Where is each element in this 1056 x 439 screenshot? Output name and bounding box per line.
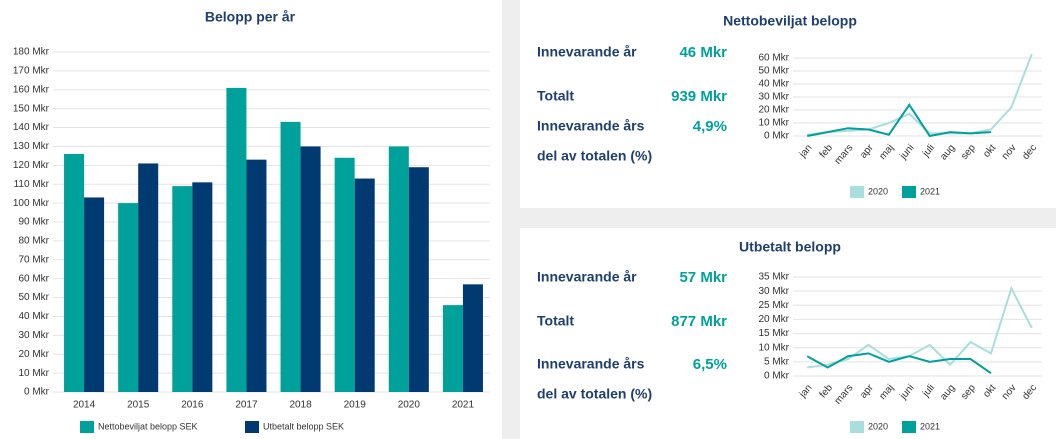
divider [520,208,1056,228]
x-tick-label: 2021 [452,400,475,411]
bar [442,305,463,392]
y-tick-label: 0 Mkr [764,371,790,382]
x-tick-label: 2015 [127,400,150,411]
legend-label: 2021 [920,421,940,431]
kpi-value: 939 Mkr [671,88,727,105]
bar [64,154,85,392]
bar [388,146,409,392]
bar [172,186,193,392]
y-tick-label: 20 Mkr [758,105,789,116]
y-tick-label: 30 Mkr [18,330,49,341]
kpi-label: Innevarande års [537,118,645,134]
y-tick-label: 170 Mkr [13,66,50,77]
bar [84,197,105,392]
legend-label: 2021 [920,186,940,196]
kpi-label: Innevarande år [537,269,637,285]
y-tick-label: 25 Mkr [758,300,789,311]
kpi-label: del av totalen (%) [537,148,652,164]
y-tick-label: 20 Mkr [758,314,789,325]
kpi-label: Totalt [537,88,574,104]
y-tick-label: 10 Mkr [758,342,789,353]
y-tick-label: 80 Mkr [18,236,49,247]
bar [118,203,139,392]
y-tick-label: 10 Mkr [758,118,789,129]
y-tick-label: 70 Mkr [18,254,49,265]
kpi-value: 57 Mkr [679,269,727,286]
legend-label: 2020 [868,186,888,196]
kpi-label: Totalt [537,313,574,329]
bar [246,159,267,392]
y-tick-label: 150 Mkr [13,103,50,114]
y-tick-label: 35 Mkr [758,272,789,283]
y-tick-label: 20 Mkr [18,349,49,360]
y-tick-label: 0 Mkr [764,131,790,142]
legend-swatch [902,186,916,198]
y-tick-label: 50 Mkr [18,292,49,303]
kpi-label: Innevarande år [537,44,637,60]
bar [280,121,301,392]
x-tick-label: 2018 [289,400,312,411]
chart-title: Nettobeviljat belopp [723,13,857,29]
x-tick-label: 2020 [398,400,421,411]
x-tick-label: 2019 [344,400,367,411]
legend-swatch [902,421,916,433]
y-tick-label: 130 Mkr [13,141,50,152]
y-tick-label: 30 Mkr [758,92,789,103]
bar [354,178,375,392]
x-tick-label: 2017 [235,400,258,411]
y-tick-label: 140 Mkr [13,122,50,133]
kpi-value: 4,9% [693,118,727,135]
legend-swatch [80,421,94,433]
y-tick-label: 120 Mkr [13,160,50,171]
line [807,285,1033,369]
y-tick-label: 15 Mkr [758,328,789,339]
y-tick-label: 10 Mkr [18,368,49,379]
x-tick-label: 2014 [73,400,96,411]
y-tick-label: 110 Mkr [14,179,50,190]
bar [334,157,355,392]
bar [300,146,321,392]
y-tick-label: 0 Mkr [24,387,50,398]
line [807,53,1033,136]
kpi-value: 46 Mkr [679,44,727,61]
bar [408,167,429,392]
y-tick-label: 160 Mkr [13,84,50,95]
y-tick-label: 5 Mkr [764,356,790,367]
legend-swatch [850,421,864,433]
legend-swatch [850,186,864,198]
chart-title: Utbetalt belopp [739,239,841,255]
y-tick-label: 40 Mkr [758,79,789,90]
y-tick-label: 100 Mkr [13,198,50,209]
kpi-value: 877 Mkr [671,313,727,330]
legend-label: Nettobeviljat belopp SEK [98,421,198,431]
y-tick-label: 40 Mkr [18,311,49,322]
bar [192,182,213,392]
y-tick-label: 60 Mkr [758,53,789,64]
line [806,352,992,374]
kpi-value: 6,5% [693,356,727,373]
line [807,103,992,138]
legend-label: Utbetalt belopp SEK [263,421,344,431]
y-tick-label: 180 Mkr [13,47,50,58]
legend-swatch [245,421,259,433]
y-tick-label: 50 Mkr [758,66,789,77]
y-tick-label: 30 Mkr [758,286,789,297]
x-tick-label: 2016 [181,400,204,411]
bar [226,87,247,392]
legend-label: 2020 [868,421,888,431]
bar [138,163,159,392]
bar [462,284,483,392]
chart-title: Belopp per år [205,9,296,25]
y-tick-label: 60 Mkr [18,273,49,284]
kpi-label: Innevarande års [537,356,645,372]
y-tick-label: 90 Mkr [18,217,49,228]
divider [502,0,520,439]
kpi-label: del av totalen (%) [537,386,652,402]
